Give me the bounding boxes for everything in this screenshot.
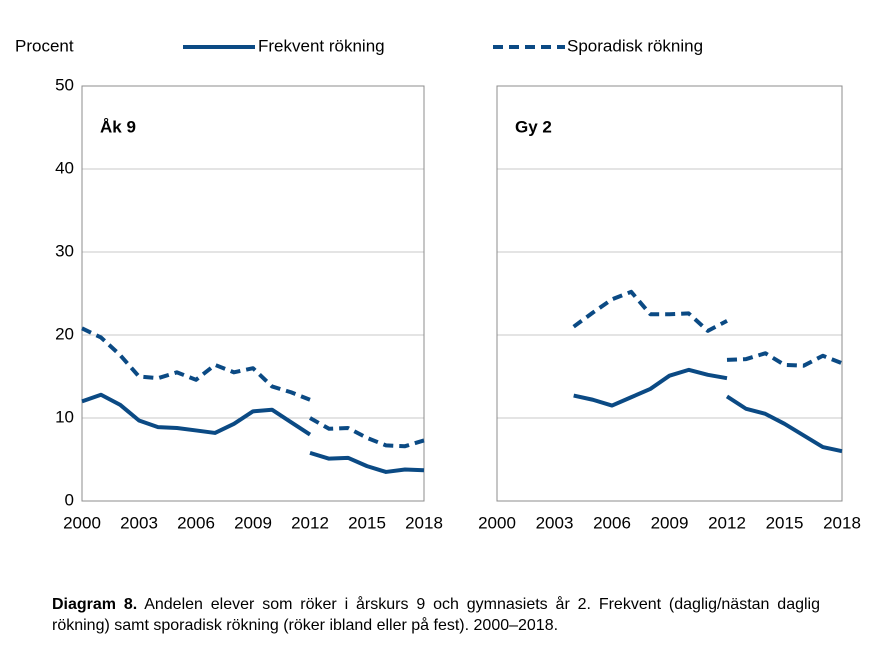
- line-series: [81, 326, 311, 402]
- chart: Procent Frekvent rökning Sporadisk röknin…: [15, 36, 861, 532]
- x-tick-label: 2009: [234, 513, 272, 532]
- line-series: [726, 351, 843, 368]
- y-axis-label: Procent: [15, 36, 74, 55]
- x-tick-label: 2012: [708, 513, 746, 532]
- caption: Diagram 8. Andelen elever som röker i år…: [52, 594, 820, 636]
- line-series: [573, 367, 728, 408]
- legend-label: Sporadisk rökning: [567, 36, 703, 55]
- x-tick-label: 2006: [177, 513, 215, 532]
- x-tick-label: 2015: [766, 513, 804, 532]
- y-tick-label: 50: [55, 75, 74, 94]
- y-tick-label: 0: [65, 490, 74, 509]
- y-tick-label: 30: [55, 241, 74, 260]
- line-series: [309, 450, 425, 474]
- panel-title: Åk 9: [100, 117, 136, 136]
- x-tick-label: 2000: [478, 513, 516, 532]
- x-tick-label: 2012: [291, 513, 329, 532]
- y-tick-label: 20: [55, 324, 74, 343]
- x-tick-label: 2018: [405, 513, 443, 532]
- caption-text: Andelen elever som röker i årskurs 9 och…: [52, 596, 821, 634]
- y-tick-label: 10: [55, 407, 74, 426]
- legend-label: Frekvent rökning: [258, 36, 385, 55]
- x-tick-label: 2006: [593, 513, 631, 532]
- line-series: [725, 394, 843, 454]
- y-tick-label: 40: [55, 158, 74, 177]
- line-series: [309, 416, 425, 449]
- plot-frame: [81, 85, 425, 502]
- panel-title: Gy 2: [515, 117, 552, 136]
- x-tick-label: 2003: [120, 513, 158, 532]
- caption-label: Diagram 8.: [52, 596, 138, 613]
- line-series: [81, 392, 312, 437]
- x-tick-label: 2009: [651, 513, 689, 532]
- x-tick-label: 2003: [536, 513, 574, 532]
- x-tick-label: 2015: [348, 513, 386, 532]
- plot-frame: [496, 85, 843, 502]
- line-series: [572, 289, 728, 333]
- x-tick-label: 2000: [63, 513, 101, 532]
- x-tick-label: 2018: [823, 513, 861, 532]
